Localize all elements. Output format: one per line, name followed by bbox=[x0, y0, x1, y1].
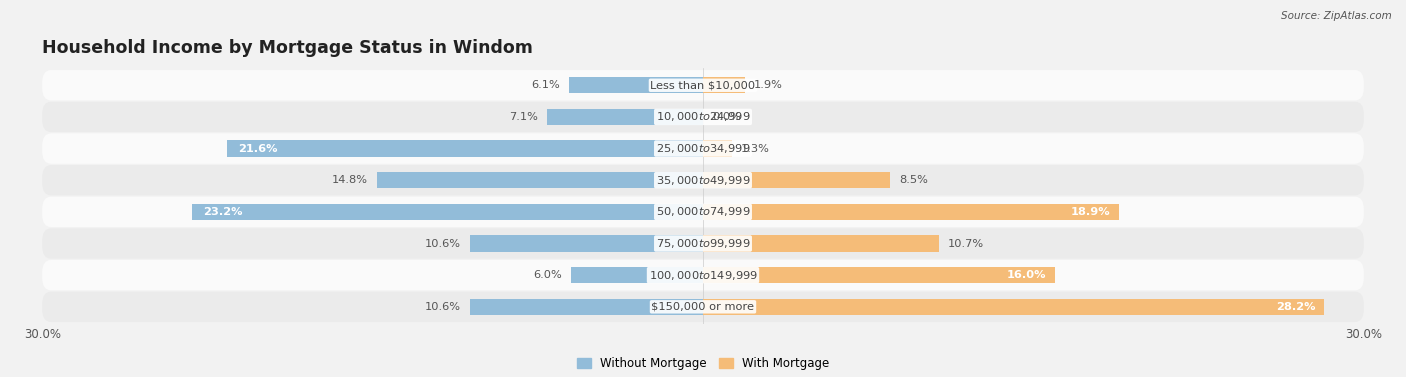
Bar bbox=[568, 77, 703, 93]
Text: 16.0%: 16.0% bbox=[1007, 270, 1046, 280]
Bar bbox=[703, 172, 890, 188]
Text: $25,000 to $34,999: $25,000 to $34,999 bbox=[655, 142, 751, 155]
Bar bbox=[703, 235, 939, 252]
Text: $75,000 to $99,999: $75,000 to $99,999 bbox=[655, 237, 751, 250]
FancyBboxPatch shape bbox=[42, 70, 1364, 100]
Text: Household Income by Mortgage Status in Windom: Household Income by Mortgage Status in W… bbox=[42, 39, 533, 57]
Text: 18.9%: 18.9% bbox=[1071, 207, 1111, 217]
Bar bbox=[703, 140, 731, 157]
Bar bbox=[470, 299, 703, 315]
Text: $50,000 to $74,999: $50,000 to $74,999 bbox=[655, 205, 751, 218]
FancyBboxPatch shape bbox=[42, 102, 1364, 132]
Text: 1.9%: 1.9% bbox=[754, 80, 783, 90]
Bar bbox=[193, 204, 703, 220]
Text: 14.8%: 14.8% bbox=[332, 175, 368, 185]
FancyBboxPatch shape bbox=[42, 197, 1364, 227]
Bar bbox=[228, 140, 703, 157]
Bar bbox=[703, 267, 1056, 284]
Text: $150,000 or more: $150,000 or more bbox=[651, 302, 755, 312]
Text: 1.3%: 1.3% bbox=[741, 144, 769, 153]
Bar bbox=[571, 267, 703, 284]
FancyBboxPatch shape bbox=[42, 133, 1364, 164]
Text: Less than $10,000: Less than $10,000 bbox=[651, 80, 755, 90]
Text: 23.2%: 23.2% bbox=[202, 207, 242, 217]
Text: 10.7%: 10.7% bbox=[948, 239, 984, 248]
Text: $35,000 to $49,999: $35,000 to $49,999 bbox=[655, 174, 751, 187]
FancyBboxPatch shape bbox=[42, 228, 1364, 259]
Text: $10,000 to $24,999: $10,000 to $24,999 bbox=[655, 110, 751, 123]
Legend: Without Mortgage, With Mortgage: Without Mortgage, With Mortgage bbox=[572, 352, 834, 375]
Text: $100,000 to $149,999: $100,000 to $149,999 bbox=[648, 269, 758, 282]
FancyBboxPatch shape bbox=[42, 292, 1364, 322]
Text: 6.1%: 6.1% bbox=[531, 80, 560, 90]
Bar bbox=[470, 235, 703, 252]
Text: 7.1%: 7.1% bbox=[509, 112, 537, 122]
Bar bbox=[703, 299, 1324, 315]
Text: 21.6%: 21.6% bbox=[238, 144, 278, 153]
Text: 0.0%: 0.0% bbox=[711, 112, 741, 122]
FancyBboxPatch shape bbox=[42, 260, 1364, 290]
Bar bbox=[377, 172, 703, 188]
Bar bbox=[703, 77, 745, 93]
Text: 28.2%: 28.2% bbox=[1275, 302, 1316, 312]
Text: Source: ZipAtlas.com: Source: ZipAtlas.com bbox=[1281, 11, 1392, 21]
Text: 10.6%: 10.6% bbox=[425, 239, 461, 248]
Text: 10.6%: 10.6% bbox=[425, 302, 461, 312]
Text: 6.0%: 6.0% bbox=[533, 270, 562, 280]
Bar bbox=[703, 204, 1119, 220]
Text: 8.5%: 8.5% bbox=[898, 175, 928, 185]
Bar bbox=[547, 109, 703, 125]
FancyBboxPatch shape bbox=[42, 165, 1364, 195]
